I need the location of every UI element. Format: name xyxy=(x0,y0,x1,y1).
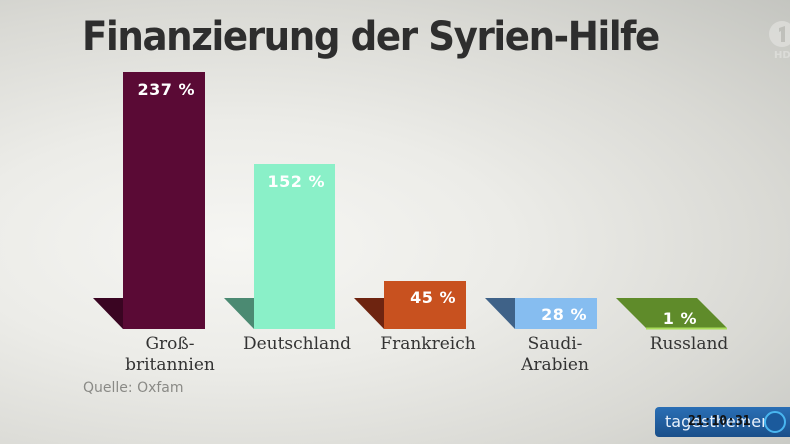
source-note: Quelle: Oxfam xyxy=(83,380,184,396)
bar-face xyxy=(515,298,597,329)
category-label-saudi-arabien: Saudi- Arabien xyxy=(490,334,620,376)
category-label-grossbritannien: Groß- britannien xyxy=(105,334,235,376)
value-label-grossbritannien: 237 % xyxy=(137,80,195,99)
bar-frankreich xyxy=(354,281,466,329)
bar-face xyxy=(384,281,466,329)
value-label-deutschland: 152 % xyxy=(267,172,325,191)
chart-title: Finanzierung der Syrien-Hilfe xyxy=(82,14,660,60)
label-line: britannien xyxy=(125,355,215,375)
bar-saudi-arabien xyxy=(485,298,597,329)
label-line: Deutschland xyxy=(242,334,352,354)
bar-shadow xyxy=(485,298,515,329)
bar-grossbritannien xyxy=(93,72,205,329)
category-label-russland: Russland xyxy=(624,334,754,355)
value-label-russland: 1 % xyxy=(662,309,697,328)
bar-russland xyxy=(616,298,727,330)
label-line: Frankreich xyxy=(380,334,476,354)
label-line: Saudi- xyxy=(527,334,583,354)
bar-shadow xyxy=(93,298,123,329)
bar-face xyxy=(254,164,335,329)
bar-shadow xyxy=(224,298,254,329)
bar-deutschland xyxy=(224,164,335,329)
tagesthemen-logo-icon xyxy=(764,411,786,433)
category-label-deutschland: Deutschland xyxy=(232,334,362,355)
bar-shadow xyxy=(354,298,384,329)
value-label-frankreich: 45 % xyxy=(410,288,456,307)
category-label-frankreich: Frankreich xyxy=(363,334,493,355)
bar-face xyxy=(123,72,205,329)
label-line: Groß- xyxy=(145,334,195,354)
label-line: Russland xyxy=(649,334,729,354)
bar-face xyxy=(616,298,727,328)
label-line: Arabien xyxy=(521,355,589,375)
svg-text:HD: HD xyxy=(774,50,790,61)
ard-logo-icon: HD xyxy=(769,21,790,61)
clock-overlay: 21:10:31 xyxy=(688,414,751,429)
value-label-saudi-arabien: 28 % xyxy=(541,305,587,324)
